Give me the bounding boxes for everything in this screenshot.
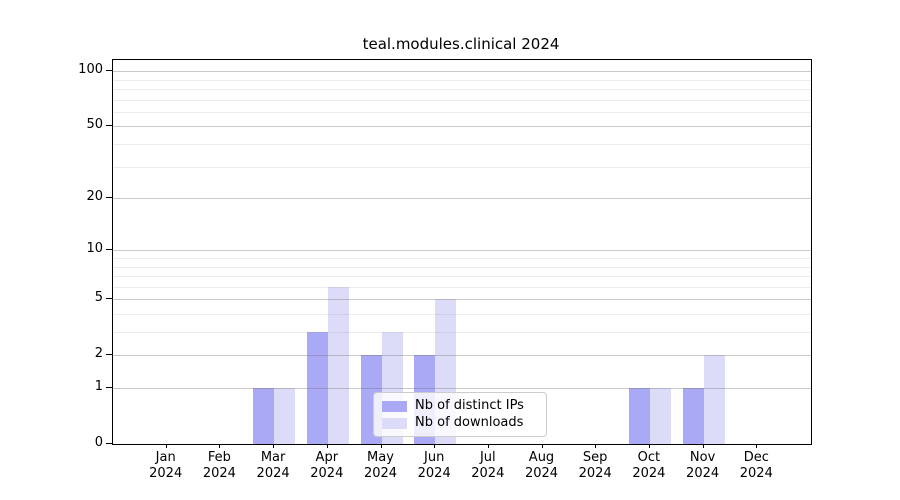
bar-distinct-ips <box>628 388 650 444</box>
x-tick-mark <box>702 444 704 448</box>
x-tick-mark <box>165 444 167 448</box>
bar-downloads <box>649 388 671 444</box>
x-tick-mark <box>648 444 650 448</box>
x-tick-mark <box>756 444 758 448</box>
legend-label-downloads: Nb of downloads <box>415 415 524 430</box>
x-tick-mark <box>326 444 328 448</box>
x-tick-mark <box>434 444 436 448</box>
y-tick-label: 20 <box>86 189 103 205</box>
x-tick-mark <box>219 444 221 448</box>
x-tick-mark <box>380 444 382 448</box>
x-tick-year: 2024 <box>417 466 451 481</box>
x-tick-year: 2024 <box>524 466 559 481</box>
y-tick-label: 50 <box>86 117 103 133</box>
bar-distinct-ips <box>253 388 275 444</box>
x-tick-mark <box>487 444 489 448</box>
legend-label-distinct-ips: Nb of distinct IPs <box>415 398 524 413</box>
x-tick-mark <box>541 444 543 448</box>
legend-swatch-downloads-icon <box>382 417 407 429</box>
x-tick-label: Apr 2024 <box>297 450 357 482</box>
legend-item-distinct-ips: Nb of distinct IPs <box>382 398 538 414</box>
x-tick-label: May 2024 <box>351 450 411 482</box>
x-tick-year: 2024 <box>739 466 773 481</box>
x-tick-label: Jun 2024 <box>404 450 464 482</box>
y-tick-mark <box>106 125 112 127</box>
bar-distinct-ips <box>682 388 704 444</box>
x-tick-label: Nov 2024 <box>673 450 733 482</box>
legend-item-downloads: Nb of downloads <box>382 415 538 431</box>
x-tick-year: 2024 <box>202 466 236 481</box>
x-tick-year: 2024 <box>578 466 612 481</box>
x-tick-label: Feb 2024 <box>189 450 249 482</box>
x-tick-label: Oct 2024 <box>619 450 679 482</box>
x-tick-label: Jan 2024 <box>136 450 196 482</box>
chart-title: teal.modules.clinical 2024 <box>362 35 560 53</box>
y-tick-mark <box>106 249 112 251</box>
bar-downloads <box>327 286 349 444</box>
x-tick-year: 2024 <box>363 466 398 481</box>
x-tick-year: 2024 <box>632 466 666 481</box>
x-tick-year: 2024 <box>471 466 505 481</box>
x-tick-year: 2024 <box>149 466 183 481</box>
y-tick-label: 10 <box>86 241 103 257</box>
x-tick-year: 2024 <box>310 466 344 481</box>
y-tick-mark <box>106 354 112 356</box>
x-tick-label: Jul 2024 <box>458 450 518 482</box>
x-tick-label: Aug 2024 <box>512 450 572 482</box>
bar-downloads <box>274 388 296 444</box>
x-tick-label: Mar 2024 <box>243 450 303 482</box>
y-tick-label: 0 <box>94 435 103 450</box>
plot-area: Nb of distinct IPs Nb of downloads <box>112 59 812 445</box>
x-tick-label: Sep 2024 <box>565 450 625 482</box>
y-tick-mark <box>106 298 112 300</box>
y-tick-mark <box>106 387 112 388</box>
y-tick-mark <box>106 197 112 199</box>
x-tick-mark <box>595 444 597 448</box>
x-tick-year: 2024 <box>686 466 720 481</box>
y-tick-label: 100 <box>78 62 103 78</box>
y-tick-label: 5 <box>94 290 103 306</box>
y-tick-mark <box>106 443 112 444</box>
legend: Nb of distinct IPs Nb of downloads <box>373 392 547 437</box>
y-tick-label: 2 <box>94 346 103 362</box>
x-tick-label: Dec 2024 <box>726 450 786 482</box>
x-tick-year: 2024 <box>256 466 290 481</box>
bar-distinct-ips <box>306 332 328 444</box>
x-tick-mark <box>273 444 275 448</box>
legend-swatch-distinct-ips-icon <box>382 400 407 412</box>
y-tick-mark <box>106 70 112 72</box>
y-tick-label: 1 <box>94 379 103 394</box>
bars-layer <box>113 60 811 444</box>
bar-downloads <box>703 355 725 444</box>
